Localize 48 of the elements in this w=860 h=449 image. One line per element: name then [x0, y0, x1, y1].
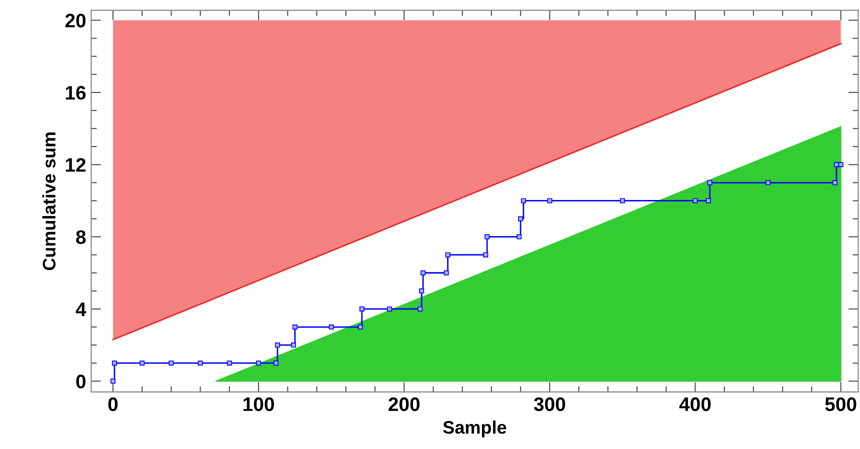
- point: [520, 198, 526, 204]
- point: [484, 234, 490, 240]
- point: [692, 198, 698, 204]
- x-tick-label: 100: [244, 397, 274, 412]
- point: [516, 234, 522, 240]
- point: [198, 360, 203, 366]
- point: [445, 252, 450, 258]
- y-tick-label: 4: [76, 302, 86, 316]
- point: [518, 216, 524, 222]
- point: [168, 360, 174, 366]
- point: [620, 198, 625, 204]
- y-tick-label: 16: [66, 86, 86, 100]
- point: [420, 270, 426, 276]
- point: [834, 162, 839, 168]
- point: [256, 360, 262, 366]
- x-tick-label: 400: [679, 397, 711, 412]
- x-tick-label: 500: [825, 397, 856, 412]
- point: [766, 180, 771, 186]
- point: [290, 342, 296, 348]
- point: [547, 198, 552, 204]
- point: [387, 306, 392, 312]
- point: [483, 252, 488, 258]
- point: [419, 288, 424, 294]
- point: [274, 360, 279, 366]
- point: [358, 324, 363, 330]
- y-tick-label: 0: [76, 374, 86, 388]
- y-axis-title: Cumulative sum: [42, 132, 56, 270]
- y-tick-label: 12: [66, 158, 86, 172]
- point: [838, 162, 844, 168]
- point: [832, 180, 838, 186]
- point: [226, 360, 232, 366]
- point: [292, 324, 298, 330]
- y-tick-label: 20: [65, 14, 86, 28]
- point: [706, 198, 711, 204]
- point: [418, 306, 423, 312]
- y-tick-label: 8: [76, 230, 86, 244]
- point: [444, 270, 449, 276]
- point: [328, 324, 334, 330]
- point: [112, 360, 117, 366]
- point: [274, 342, 280, 348]
- point: [110, 378, 116, 384]
- x-tick-label: 200: [388, 397, 420, 412]
- x-tick-label: 0: [108, 397, 118, 412]
- point: [707, 180, 712, 186]
- x-axis-title: Sample: [443, 420, 506, 438]
- x-tick-label: 300: [534, 397, 566, 412]
- point: [140, 360, 145, 366]
- point: [359, 306, 364, 312]
